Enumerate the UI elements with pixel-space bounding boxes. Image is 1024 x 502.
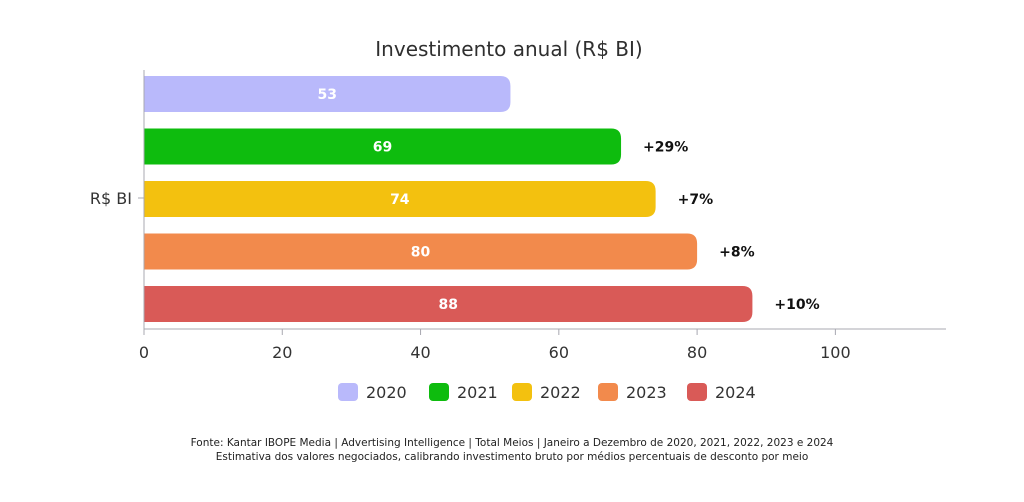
legend-swatch-2023 xyxy=(598,383,618,401)
growth-label-2024: +10% xyxy=(774,297,819,313)
category-axis-label: R$ BI xyxy=(90,189,132,208)
bar-value-label-2022: 74 xyxy=(390,192,410,208)
bar-2024 xyxy=(144,286,753,322)
growth-label-2023: +8% xyxy=(719,245,755,261)
x-tick-label: 60 xyxy=(549,343,569,362)
legend-label-2024: 2024 xyxy=(715,383,756,402)
growth-label-2021: +29% xyxy=(643,140,688,156)
legend-label-2022: 2022 xyxy=(540,383,581,402)
bar-value-label-2020: 53 xyxy=(317,87,336,103)
legend-swatch-2020 xyxy=(338,383,358,401)
estimate-footnote: Estimativa dos valores negociados, calib… xyxy=(215,451,809,463)
x-tick-label: 20 xyxy=(272,343,292,362)
bar-value-label-2021: 69 xyxy=(373,140,392,156)
x-tick-label: 80 xyxy=(687,343,707,362)
x-tick-label: 0 xyxy=(139,343,149,362)
growth-label-2022: +7% xyxy=(678,192,714,208)
bar-value-label-2024: 88 xyxy=(438,297,457,313)
axis-layer: R$ BI 0 20 40 60 80 100 xyxy=(90,70,946,362)
x-tick-label: 100 xyxy=(820,343,851,362)
bars-layer: 53 69 +29% 74 +7% 80 +8% 88 +10% xyxy=(144,76,820,322)
legend-label-2020: 2020 xyxy=(366,383,407,402)
bar-2023 xyxy=(144,233,698,270)
bar-value-label-2023: 80 xyxy=(411,245,431,261)
x-tick-label: 40 xyxy=(410,343,430,362)
bar-2022 xyxy=(144,181,656,217)
legend-label-2023: 2023 xyxy=(626,383,667,402)
chart-title: Investimento anual (R$ BI) xyxy=(375,37,642,61)
legend-swatch-2024 xyxy=(687,383,707,401)
legend-swatch-2021 xyxy=(429,383,449,401)
bar-2021 xyxy=(144,128,622,165)
legend: 2020 2021 2022 2023 2024 xyxy=(338,383,756,402)
bar-2020 xyxy=(144,76,511,112)
legend-swatch-2022 xyxy=(512,383,532,401)
source-footnote: Fonte: Kantar IBOPE Media | Advertising … xyxy=(190,437,834,449)
legend-label-2021: 2021 xyxy=(457,383,498,402)
